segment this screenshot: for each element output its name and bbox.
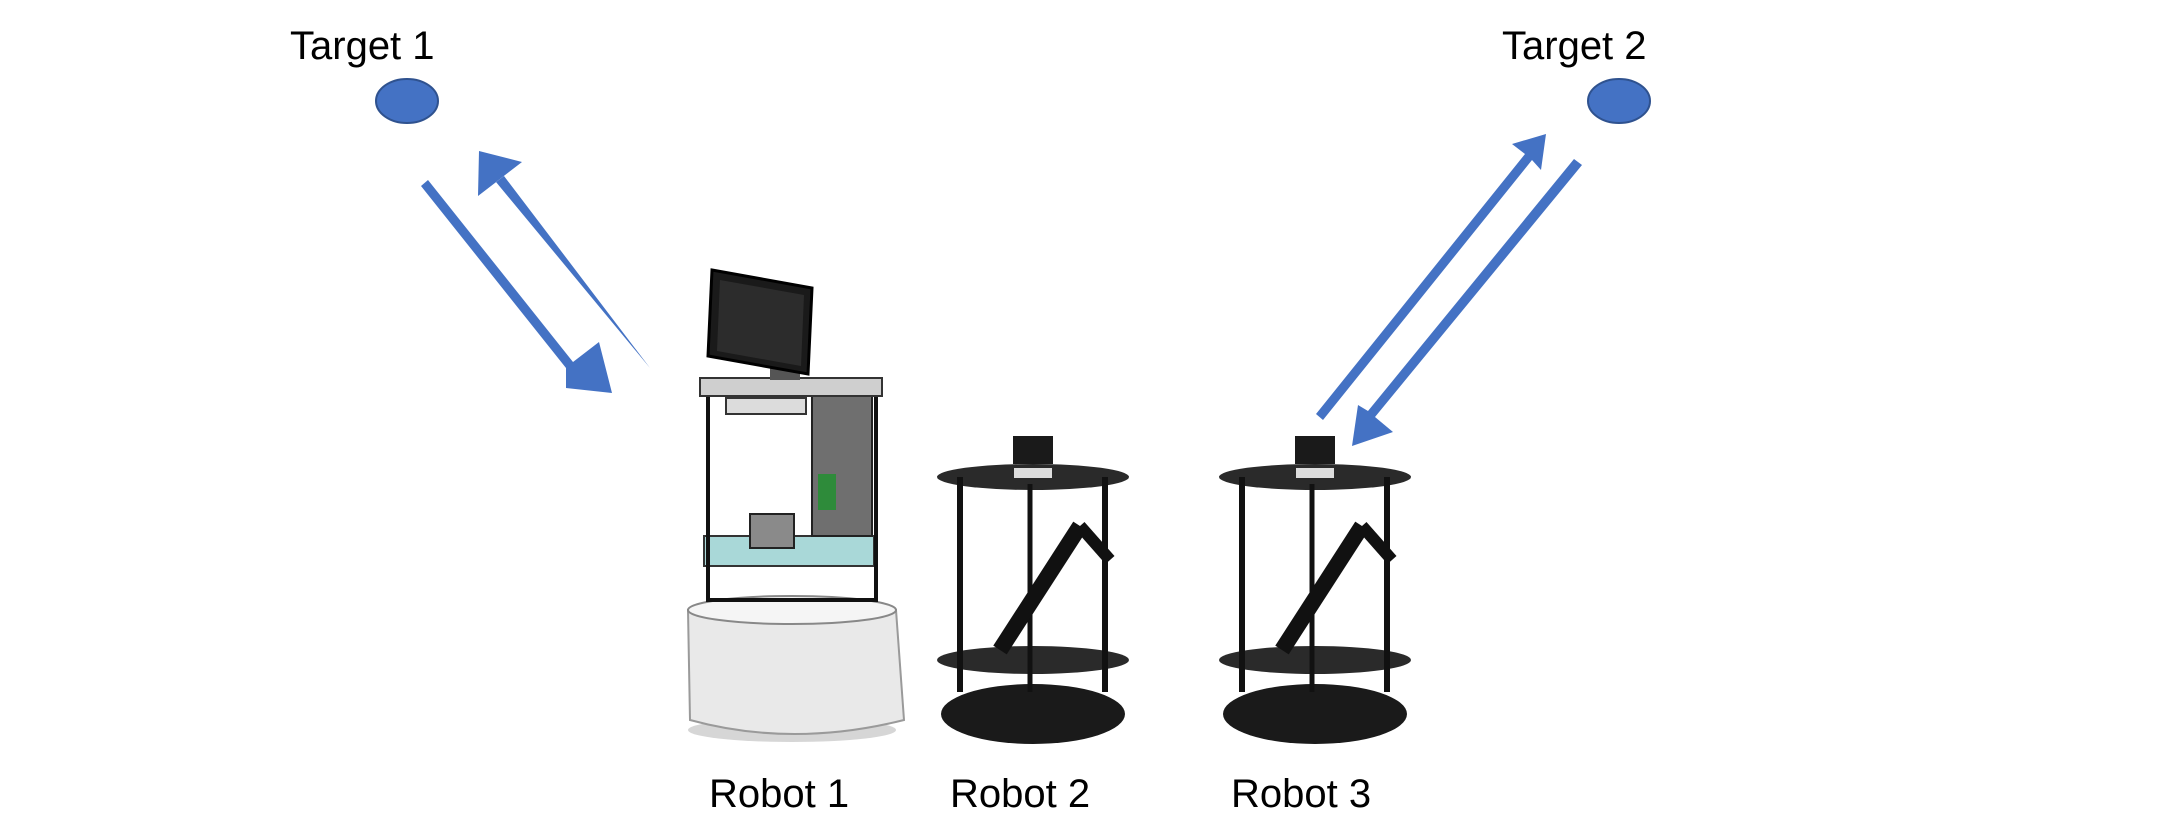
- robot-1-label: Robot 1: [709, 772, 850, 816]
- robot-1-illustration: [686, 268, 906, 742]
- robot-1-green-board: [818, 474, 836, 510]
- robot-2-base: [941, 684, 1125, 744]
- robot-1-base-top: [687, 595, 897, 625]
- robot-3-base: [1223, 684, 1407, 744]
- arrow-target1-to-robot1: [421, 180, 612, 393]
- robot-1-upper-plate: [699, 377, 883, 397]
- robot-3-deck-1: [1219, 646, 1411, 674]
- robot-1-camera: [725, 397, 807, 415]
- robot-1-circuit-board: [811, 395, 873, 537]
- target-2-label: Target 2: [1502, 24, 1647, 68]
- arrow-robot1-to-target1: [478, 151, 650, 368]
- robot-3-sensor: [1296, 468, 1334, 478]
- robot-2-illustration: [937, 436, 1129, 744]
- arrow-target2-to-robot3: [1352, 159, 1582, 446]
- target-1-label: Target 1: [290, 24, 435, 68]
- robot-3-arm-link-1: [1275, 521, 1369, 655]
- robot-2-arm-link-2: [1075, 522, 1115, 564]
- robot-3-lidar: [1295, 436, 1335, 464]
- robot-1-base: [686, 609, 906, 735]
- robot-2-arm-link-1: [993, 521, 1087, 655]
- arrow-robot3-to-target2: [1316, 134, 1546, 420]
- target-1-marker: [375, 78, 439, 124]
- target-2-marker: [1587, 78, 1651, 124]
- robot-2-lidar: [1013, 436, 1053, 464]
- robot-1-monitor-screen: [717, 280, 804, 366]
- robot-1-device-box: [749, 513, 795, 549]
- robot-2-label: Robot 2: [950, 772, 1091, 816]
- robot-3-illustration: [1219, 436, 1411, 744]
- robot-3-label: Robot 3: [1231, 772, 1372, 816]
- robot-3-arm-link-2: [1357, 522, 1397, 564]
- robot-2-sensor: [1014, 468, 1052, 478]
- robot-2-deck-1: [937, 646, 1129, 674]
